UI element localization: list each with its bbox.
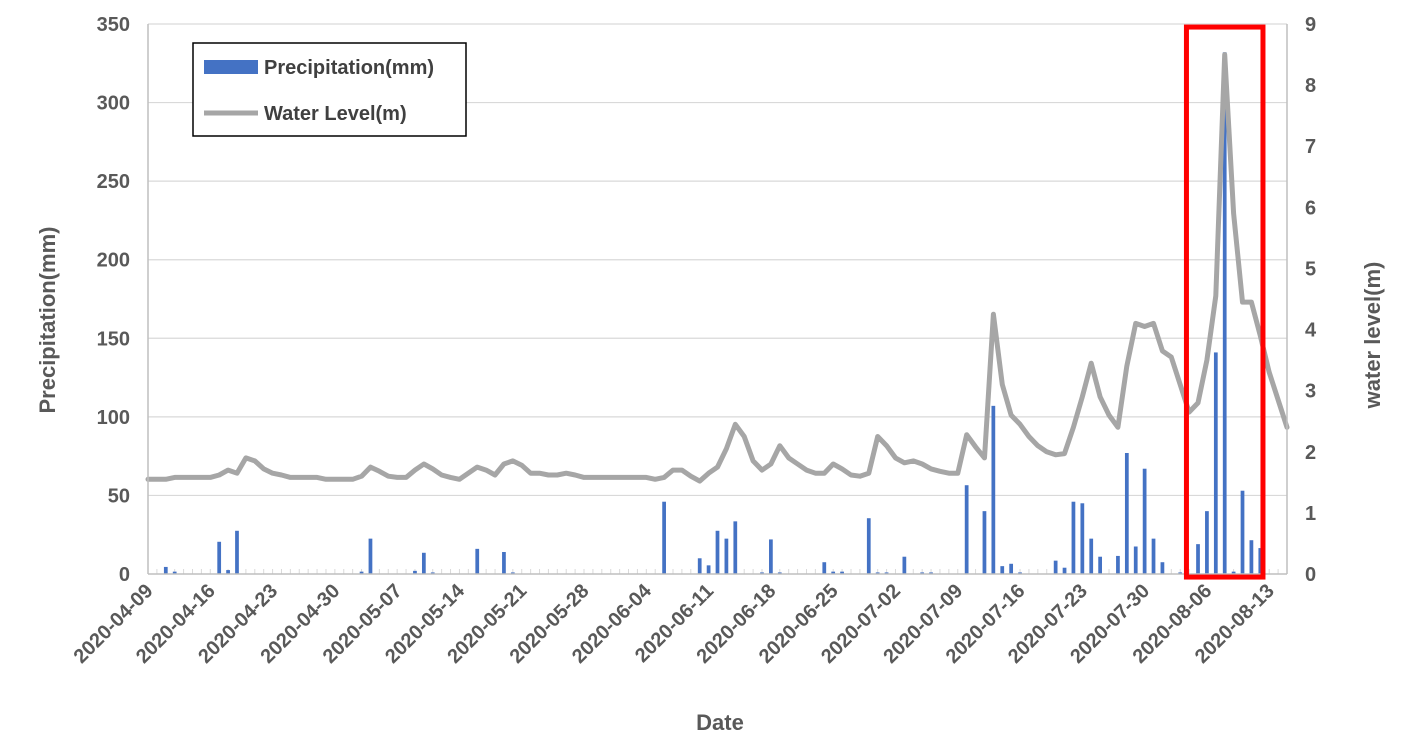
- y-right-tick-label: 3: [1305, 381, 1316, 403]
- x-axis-title: Date: [696, 710, 744, 735]
- precipitation-bar: [840, 571, 844, 574]
- y-left-tick-label: 200: [97, 250, 130, 272]
- precipitation-bar: [982, 511, 987, 574]
- precipitation-bar: [1080, 503, 1085, 574]
- y-left-tick-label: 250: [97, 171, 130, 193]
- precipitation-bar: [226, 570, 230, 574]
- precipitation-bar: [217, 541, 222, 574]
- precipitation-bar: [1133, 546, 1138, 574]
- precipitation-bar: [1000, 566, 1005, 574]
- y-right-tick-label: 9: [1305, 14, 1316, 36]
- precipitation-bar: [964, 485, 969, 574]
- precipitation-bar: [777, 572, 782, 574]
- precipitation-bar: [733, 521, 738, 574]
- precipitation-bar: [1018, 572, 1022, 574]
- water-level-line: [145, 52, 1290, 484]
- precipitation-bar: [831, 571, 836, 574]
- precipitation-bar: [697, 558, 702, 574]
- y-right-tick-label: 0: [1305, 564, 1316, 586]
- precipitation-bar: [510, 572, 515, 574]
- legend-label-precipitation: Precipitation(mm): [264, 57, 434, 79]
- precipitation-bar: [1196, 544, 1200, 574]
- precipitation-bar: [1062, 567, 1067, 574]
- precipitation-bar: [875, 572, 880, 574]
- precipitation-bar: [1142, 468, 1147, 574]
- y-right-tick-label: 1: [1305, 503, 1316, 525]
- precipitation-bar: [1160, 562, 1165, 574]
- precipitation-bar: [1178, 572, 1183, 574]
- legend-swatch-precipitation: [204, 60, 258, 74]
- y-axis-right-title: water level(m): [1360, 262, 1385, 410]
- precipitation-bar: [884, 572, 889, 574]
- y-right-tick-label: 8: [1305, 75, 1316, 97]
- precipitation-bar: [502, 552, 506, 574]
- precipitation-bar: [421, 552, 426, 574]
- precipitation-bar: [430, 572, 435, 574]
- precipitation-bar: [1240, 490, 1245, 574]
- y-right-tick-label: 5: [1305, 258, 1316, 280]
- precipitation-bar: [172, 571, 177, 574]
- precipitation-bar: [724, 538, 729, 574]
- precipitation-bar: [1222, 52, 1227, 575]
- precipitation-bars: [163, 52, 1263, 575]
- precipitation-bar: [822, 562, 827, 574]
- precipitation-bar: [769, 539, 773, 574]
- y-left-tick-label: 150: [97, 328, 130, 350]
- legend: Precipitation(mm) Water Level(m): [192, 42, 467, 137]
- precipitation-bar: [920, 572, 925, 574]
- precipitation-bar: [1116, 555, 1120, 574]
- precipitation-bar: [1124, 453, 1129, 574]
- precipitation-bar: [475, 548, 480, 574]
- precipitation-bar: [929, 572, 933, 574]
- precipitation-bar: [1205, 511, 1209, 574]
- precipitation-bar: [1151, 538, 1156, 574]
- precipitation-bar: [706, 565, 711, 574]
- precipitation-bar: [1089, 538, 1094, 574]
- precipitation-bar: [1213, 352, 1218, 574]
- precipitation-bar: [662, 501, 666, 574]
- y-left-tick-label: 0: [119, 564, 130, 586]
- y-left-tick-label: 300: [97, 93, 130, 115]
- legend-frame: [192, 42, 467, 137]
- precipitation-bar: [1071, 501, 1076, 574]
- precipitation-bar: [359, 571, 364, 574]
- precipitation-bar: [991, 405, 996, 574]
- precipitation-bar: [1098, 556, 1103, 574]
- y-left-tick-label: 100: [97, 407, 130, 429]
- legend-label-water-level: Water Level(m): [264, 103, 407, 125]
- y-right-tick-label: 2: [1305, 442, 1316, 464]
- y-axis-left-title: Precipitation(mm): [35, 226, 60, 413]
- y-right-tick-label: 7: [1305, 136, 1316, 158]
- precipitation-bar: [163, 566, 168, 574]
- y-left-tick-label: 50: [108, 485, 130, 507]
- precipitation-bar: [1249, 540, 1254, 574]
- precipitation-bar: [1231, 571, 1236, 574]
- precipitation-bar: [235, 530, 239, 574]
- precipitation-bar: [760, 572, 764, 574]
- precipitation-bar: [866, 518, 871, 574]
- precipitation-bar: [1053, 560, 1058, 574]
- precipitation-bar: [368, 538, 373, 574]
- y-right-tick-label: 6: [1305, 197, 1316, 219]
- precipitation-bar: [902, 556, 907, 574]
- y-right-tick-label: 4: [1305, 320, 1317, 342]
- precipitation-bar: [413, 570, 417, 574]
- precipitation-bar: [1258, 548, 1263, 574]
- y-left-tick-label: 350: [97, 14, 130, 36]
- precipitation-bar: [715, 530, 720, 574]
- water-level-series: [145, 52, 1290, 484]
- precipitation-bar: [1009, 563, 1014, 574]
- highlight-box: [1183, 24, 1266, 580]
- axes: [147, 24, 1288, 575]
